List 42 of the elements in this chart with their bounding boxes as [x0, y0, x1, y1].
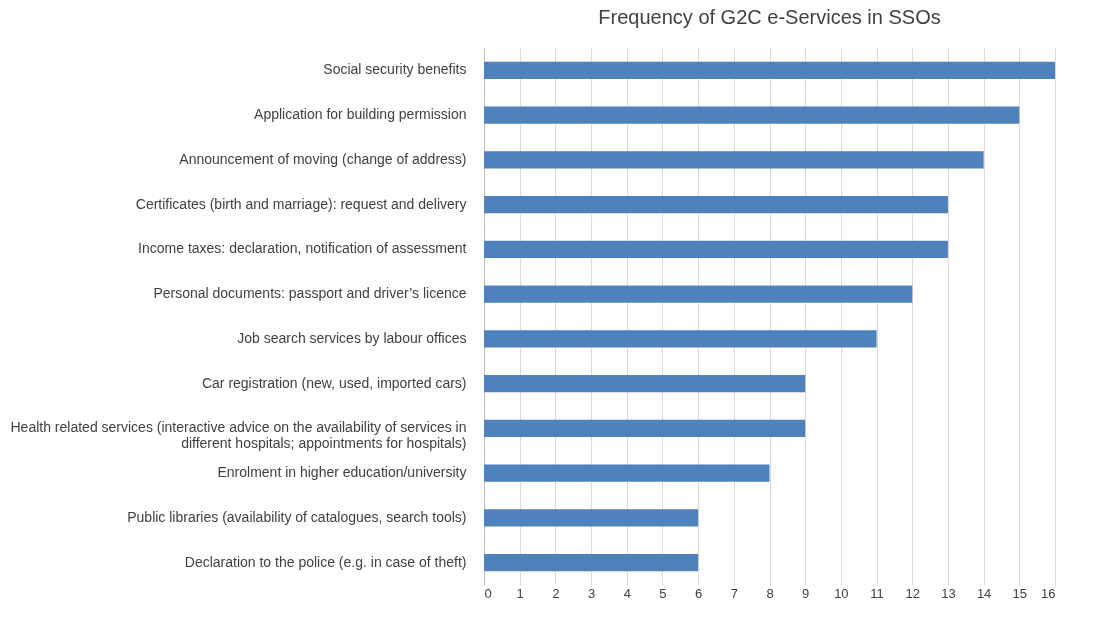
bar: [484, 330, 877, 348]
bar: [484, 419, 806, 437]
x-tick-label: 6: [695, 585, 703, 601]
bar: [484, 464, 770, 482]
bar: [484, 240, 948, 258]
x-tick-label: 11: [870, 585, 884, 601]
x-tick-label: 16: [1041, 585, 1056, 601]
y-tick-label: Health related services (interactive advice on the availability of services in different hospitals; appointments for hospitals): [10, 419, 467, 452]
y-tick-label: Certificates (birth and marriage): request and delivery: [135, 195, 467, 212]
bar: [484, 554, 699, 572]
y-tick-label: Announcement of moving (change of address): [179, 150, 467, 167]
y-tick-label: Income taxes: declaration, notification of assessment: [138, 240, 467, 257]
x-tick-label: 14: [976, 585, 992, 601]
x-tick-label: 3: [587, 585, 596, 601]
y-tick-label: Personal documents: passport and driver’s licence: [153, 285, 467, 302]
y-tick-label: Job search services by labour offices: [237, 329, 467, 346]
bar: [484, 151, 984, 169]
chart-title: Frequency of G2C e-Services in SSOs: [598, 6, 941, 28]
y-tick-label: Public libraries (availability of catalogues, search tools): [127, 508, 467, 525]
y-tick-label: Application for building permission: [254, 106, 467, 123]
bar: [484, 61, 1055, 79]
x-tick-label: 1: [516, 585, 524, 601]
x-tick-label: 7: [730, 585, 738, 601]
y-tick-label: Car registration (new, used, imported cars): [201, 374, 467, 391]
y-tick-label: Declaration to the police (e.g. in case of theft): [184, 553, 467, 570]
x-tick-label: 12: [905, 585, 920, 601]
bar: [484, 106, 1020, 124]
x-tick-label: 15: [1012, 585, 1028, 601]
bar: [484, 285, 913, 303]
x-tick-label: 5: [659, 585, 667, 601]
y-tick-label: Enrolment in higher education/university: [217, 464, 467, 481]
bar: [484, 375, 806, 393]
x-tick-label: 0: [484, 585, 492, 601]
x-tick-label: 4: [623, 585, 631, 601]
bar: [484, 196, 948, 214]
y-tick-label: Social security benefits: [323, 61, 467, 78]
x-tick-label: 9: [802, 585, 810, 601]
x-tick-label: 10: [834, 585, 849, 601]
bar: [484, 509, 699, 527]
x-tick-label: 13: [941, 585, 956, 601]
x-tick-label: 8: [766, 585, 774, 601]
x-tick-label: 2: [552, 585, 560, 601]
